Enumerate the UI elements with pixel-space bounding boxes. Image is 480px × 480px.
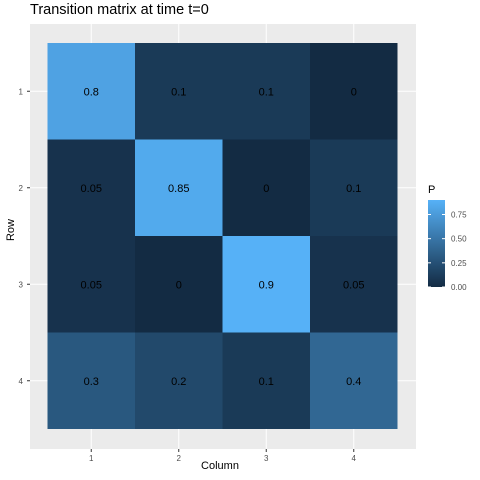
- cell-value-label: 0.1: [346, 183, 361, 195]
- x-tick-label: 3: [264, 454, 269, 463]
- heatmap-cell: [222, 332, 310, 429]
- cell-value-label: 0.05: [343, 279, 364, 291]
- cell-value-label: 0.8: [84, 86, 99, 98]
- y-tick-label: 4: [19, 377, 24, 386]
- legend-tick-label: 0.75: [451, 211, 467, 220]
- heatmap-cell: [310, 139, 398, 236]
- cell-value-label: 0.1: [259, 376, 274, 388]
- cell-value-label: 0: [176, 279, 182, 291]
- x-tick-label: 1: [89, 454, 94, 463]
- heatmap-cell: [222, 43, 310, 140]
- cell-value-label: 0.85: [168, 183, 189, 195]
- heatmap-cell: [47, 332, 135, 429]
- heatmap-cell: [135, 332, 223, 429]
- legend-tick-label: 0.00: [451, 283, 467, 292]
- heatmap-cell: [222, 236, 310, 333]
- heatmap-cell: [47, 236, 135, 333]
- cell-value-label: 0.9: [259, 279, 274, 291]
- legend-tick-label: 0.25: [451, 259, 467, 268]
- legend-colorbar: [428, 200, 445, 287]
- cell-value-label: 0.1: [259, 86, 274, 98]
- cell-value-label: 0.2: [171, 376, 186, 388]
- x-tick-label: 2: [177, 454, 182, 463]
- legend-title: P: [428, 184, 435, 196]
- heatmap-cell: [135, 139, 223, 236]
- heatmap-cell: [135, 43, 223, 140]
- heatmap-cell: [47, 139, 135, 236]
- cell-value-label: 0.1: [171, 86, 186, 98]
- cell-value-label: 0.05: [81, 279, 102, 291]
- cell-value-label: 0: [351, 86, 357, 98]
- y-tick-label: 1: [19, 87, 24, 96]
- chart-title: Transition matrix at time t=0: [30, 2, 209, 18]
- y-tick-label: 2: [19, 184, 24, 193]
- cell-value-label: 0.05: [81, 183, 102, 195]
- cell-value-label: 0.4: [346, 376, 361, 388]
- cell-value-label: 0: [263, 183, 269, 195]
- legend-tick-label: 0.50: [451, 235, 467, 244]
- heatmap-cell: [47, 43, 135, 140]
- heatmap-cell: [310, 332, 398, 429]
- cell-value-label: 0.3: [84, 376, 99, 388]
- x-axis-title: Column: [201, 460, 239, 472]
- heatmap-cell: [310, 236, 398, 333]
- heatmap-cell: [310, 43, 398, 140]
- heatmap-cell: [135, 236, 223, 333]
- x-tick-label: 4: [352, 454, 357, 463]
- heatmap-cell: [222, 139, 310, 236]
- y-tick-label: 3: [19, 280, 24, 289]
